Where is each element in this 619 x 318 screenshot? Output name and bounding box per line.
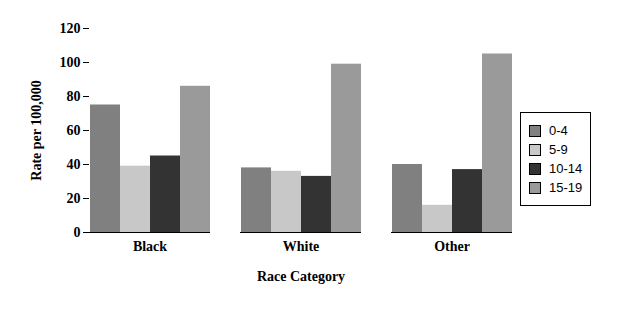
svg-text:White: White [283,239,320,254]
html-text:10-14: 10-14 [549,161,583,176]
svg-text:40: 40 [67,157,81,172]
svg-text:20: 20 [67,191,81,206]
svg-text:Other: Other [434,239,470,254]
svg-text:60: 60 [67,123,81,138]
html-text:15-19: 15-19 [549,180,583,195]
html-text:5-9: 5-9 [549,142,568,157]
svg-text:100: 100 [60,55,81,70]
svg-text:Race Category: Race Category [257,269,345,284]
svg-text:0: 0 [74,225,81,240]
html-text:0-4: 0-4 [549,123,568,138]
svg-text:Black: Black [133,239,167,254]
svg-text:Rate per 100,000: Rate per 100,000 [29,80,44,180]
svg-text:80: 80 [67,89,81,104]
svg-text:120: 120 [60,21,81,36]
